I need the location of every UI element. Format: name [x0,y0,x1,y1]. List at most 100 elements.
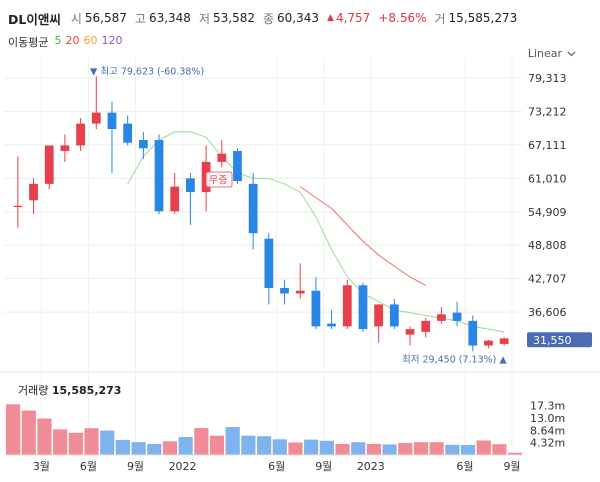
high-value: 63,348 [148,11,191,25]
volume-panel-value: 15,585,273 [51,384,122,397]
min-annotation: 최저 29,450 (7.13%) ▲ [402,354,507,365]
time-tick: 9월 [127,460,144,473]
volume-bar [225,427,240,455]
ma-60[interactable]: 60 [83,34,98,47]
stock-name: DL이앤씨 [8,11,61,27]
up-triangle-icon: ▲ [327,13,334,23]
candle-body [60,145,70,151]
volume-bar [53,429,68,455]
volume-value: 15,585,273 [448,11,518,25]
chevron-down-icon [567,51,576,56]
candle-body [154,140,164,212]
price-tick: 67,111 [528,139,567,152]
volume-bar [413,442,429,455]
candle-body [484,340,493,346]
candle-body [280,288,289,294]
candle-body [264,238,274,288]
candle-body [76,123,85,146]
candle-body [499,338,509,344]
volume-bar [21,410,36,455]
volume-label: 거 [434,11,446,26]
volume-bar [351,442,366,455]
candle-body [123,123,133,143]
volume-bar [476,440,491,455]
candle-body [468,320,478,346]
volume-bar [37,418,52,455]
candle-body [138,140,148,149]
time-tick: 6월 [456,460,473,473]
volume-panel-title: 거래량 [18,384,49,397]
candles-layer [13,76,509,352]
time-tick: 9월 [503,460,520,473]
current-price-bg [527,332,592,348]
price-tick: 61,010 [528,172,567,185]
volume-bar [147,443,162,455]
candle-body [358,285,368,330]
volume-bars-layer [0,371,600,456]
quote-header: DL이앤씨 시 56,587 고 63,348 저 53,582 종 60,34… [8,8,525,28]
volume-bar [319,440,334,455]
volume-tick: 13.0m [530,412,565,425]
scale-dropdown[interactable]: Linear [528,47,576,60]
candle-body [437,314,446,321]
volume-bar [492,444,507,455]
change-value: 4,757 [335,11,371,25]
volume-bar [366,443,381,455]
ma-20[interactable]: 20 [65,34,80,47]
candle-body [29,183,38,201]
candle-body [311,290,321,327]
open-value: 56,587 [84,11,127,25]
volume-bar [257,436,272,455]
candle-body [91,112,101,124]
candle-body [44,145,54,184]
candle-body [421,320,431,332]
volume-bar [508,452,523,455]
time-tick: 2022 [169,460,197,473]
time-tick: 3월 [33,460,50,473]
volume-bar [6,404,21,455]
volume-bar [84,428,99,455]
moving-average-legend[interactable]: 이동평균 5 20 60 120 [8,34,122,50]
ma20-line [299,186,426,286]
volume-bar [241,435,256,455]
candle-body [217,153,227,162]
high-label: 고 [134,11,146,26]
max-annotation-text: 최고 79,623 (-60.38%) [100,66,204,77]
change-percent: +8.56% [378,11,427,25]
ma-label: 이동평균 [8,36,49,49]
price-tick: 73,212 [528,105,567,118]
volume-bar [445,444,460,455]
price-tick: 79,313 [528,72,567,85]
time-tick: 6월 [80,460,97,473]
current-price-tag: 31,550 [527,332,592,348]
candle-body [186,178,195,193]
time-tick: 9월 [315,460,332,473]
volume-panel-label: 거래량 15,585,273 [18,382,121,398]
volume-bar [398,443,413,455]
event-badge[interactable]: 무증 [205,171,233,188]
volume-bar [162,441,178,455]
open-label: 시 [70,11,82,26]
min-triangle-icon: ▲ [496,354,507,365]
price-axis: 79,313 73,212 67,111 61,010 54,909 48,808 42,7… [528,72,567,319]
volume-bar [194,427,209,455]
ma-5[interactable]: 5 [54,34,62,47]
candle-body [327,323,336,327]
min-annotation-text: 최저 29,450 (7.13%) [402,354,496,365]
candle-body [170,186,180,212]
volume-bar [209,435,225,455]
candle-body [452,312,462,321]
candle-body [342,285,352,327]
candle-body [295,290,305,294]
volume-bar [131,442,146,455]
volume-bar [100,430,115,455]
ma-120[interactable]: 120 [101,34,123,47]
candle-body [405,329,415,335]
candle-body [248,183,258,234]
volume-tick: 4.32m [530,437,565,450]
ma20-layer [299,186,426,286]
volume-bar [304,439,319,455]
volume-tick: 8.64m [530,424,565,437]
candle-body [233,150,242,182]
